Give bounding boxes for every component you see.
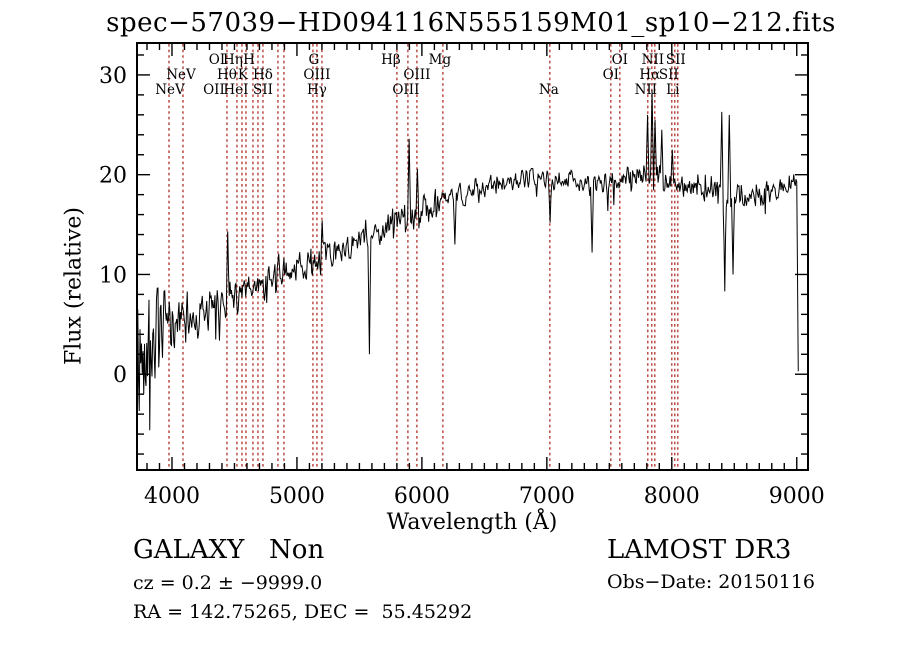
- spectral-line-label: K: [238, 67, 249, 83]
- x-tick-label: 8000: [644, 484, 700, 509]
- spectral-line-label: OIII: [303, 67, 330, 83]
- spectral-line-label: Mg: [429, 52, 452, 68]
- y-tick-label: 20: [99, 164, 127, 189]
- spectral-line-label: G: [309, 52, 320, 68]
- y-tick-label: 0: [113, 363, 127, 388]
- survey-release-text: LAMOST DR3: [607, 535, 792, 565]
- classification-text: GALAXY Non: [133, 535, 325, 565]
- spectral-line-label: OIII: [403, 67, 430, 83]
- spectral-line-label: Hθ: [217, 67, 237, 83]
- x-tick-label: 7000: [519, 484, 575, 509]
- plot-frame: [136, 42, 809, 471]
- spectral-line-label: OI: [209, 52, 225, 68]
- spectral-line-label: SII: [659, 67, 679, 83]
- spectral-line-label: SII: [253, 82, 273, 98]
- y-axis-title: Flux (relative): [61, 206, 87, 366]
- coordinates-text: RA = 142.75265, DEC = 55.45292: [133, 601, 473, 623]
- y-tick-label: 10: [99, 263, 127, 288]
- spectral-line-label: Hβ: [381, 52, 401, 68]
- spectral-line-label: SII: [666, 52, 686, 68]
- spectral-line-label: Li: [666, 82, 680, 98]
- x-tick-label: 9000: [769, 484, 825, 509]
- spectral-line-label: NeV: [166, 67, 196, 83]
- spectral-line-label: OI: [612, 52, 628, 68]
- obs-date-text: Obs−Date: 20150116: [607, 571, 815, 593]
- spectral-line-label: HeI: [223, 82, 248, 98]
- y-tick-label: 30: [99, 64, 127, 89]
- spectral-line-label: NeV: [155, 82, 185, 98]
- spectral-line-label: NII: [642, 52, 664, 68]
- x-tick-label: 6000: [394, 484, 450, 509]
- spectrum-trace: [136, 89, 799, 431]
- spectral-line-label: Hη: [223, 52, 243, 68]
- redshift-text: cz = 0.2 ± −9999.0: [133, 572, 323, 594]
- spectral-line-label: H: [243, 52, 255, 68]
- spectral-line-label: OI: [603, 67, 619, 83]
- x-axis-title: Wavelength (Å): [386, 510, 558, 535]
- x-tick-label: 4000: [144, 484, 200, 509]
- spectral-line-label: Hδ: [253, 67, 273, 83]
- spectral-line-label: OIII: [392, 82, 419, 98]
- figure-title: spec−57039−HD094116N555159M01_sp10−212.f…: [106, 8, 836, 38]
- spectral-line-label: OII: [203, 82, 225, 98]
- spectral-line-label: Na: [539, 82, 559, 98]
- spectral-line-label: Hα: [639, 67, 660, 83]
- x-tick-label: 5000: [269, 484, 325, 509]
- spectral-line-label: Hγ: [307, 82, 327, 98]
- spectral-line-label: NII: [635, 82, 657, 98]
